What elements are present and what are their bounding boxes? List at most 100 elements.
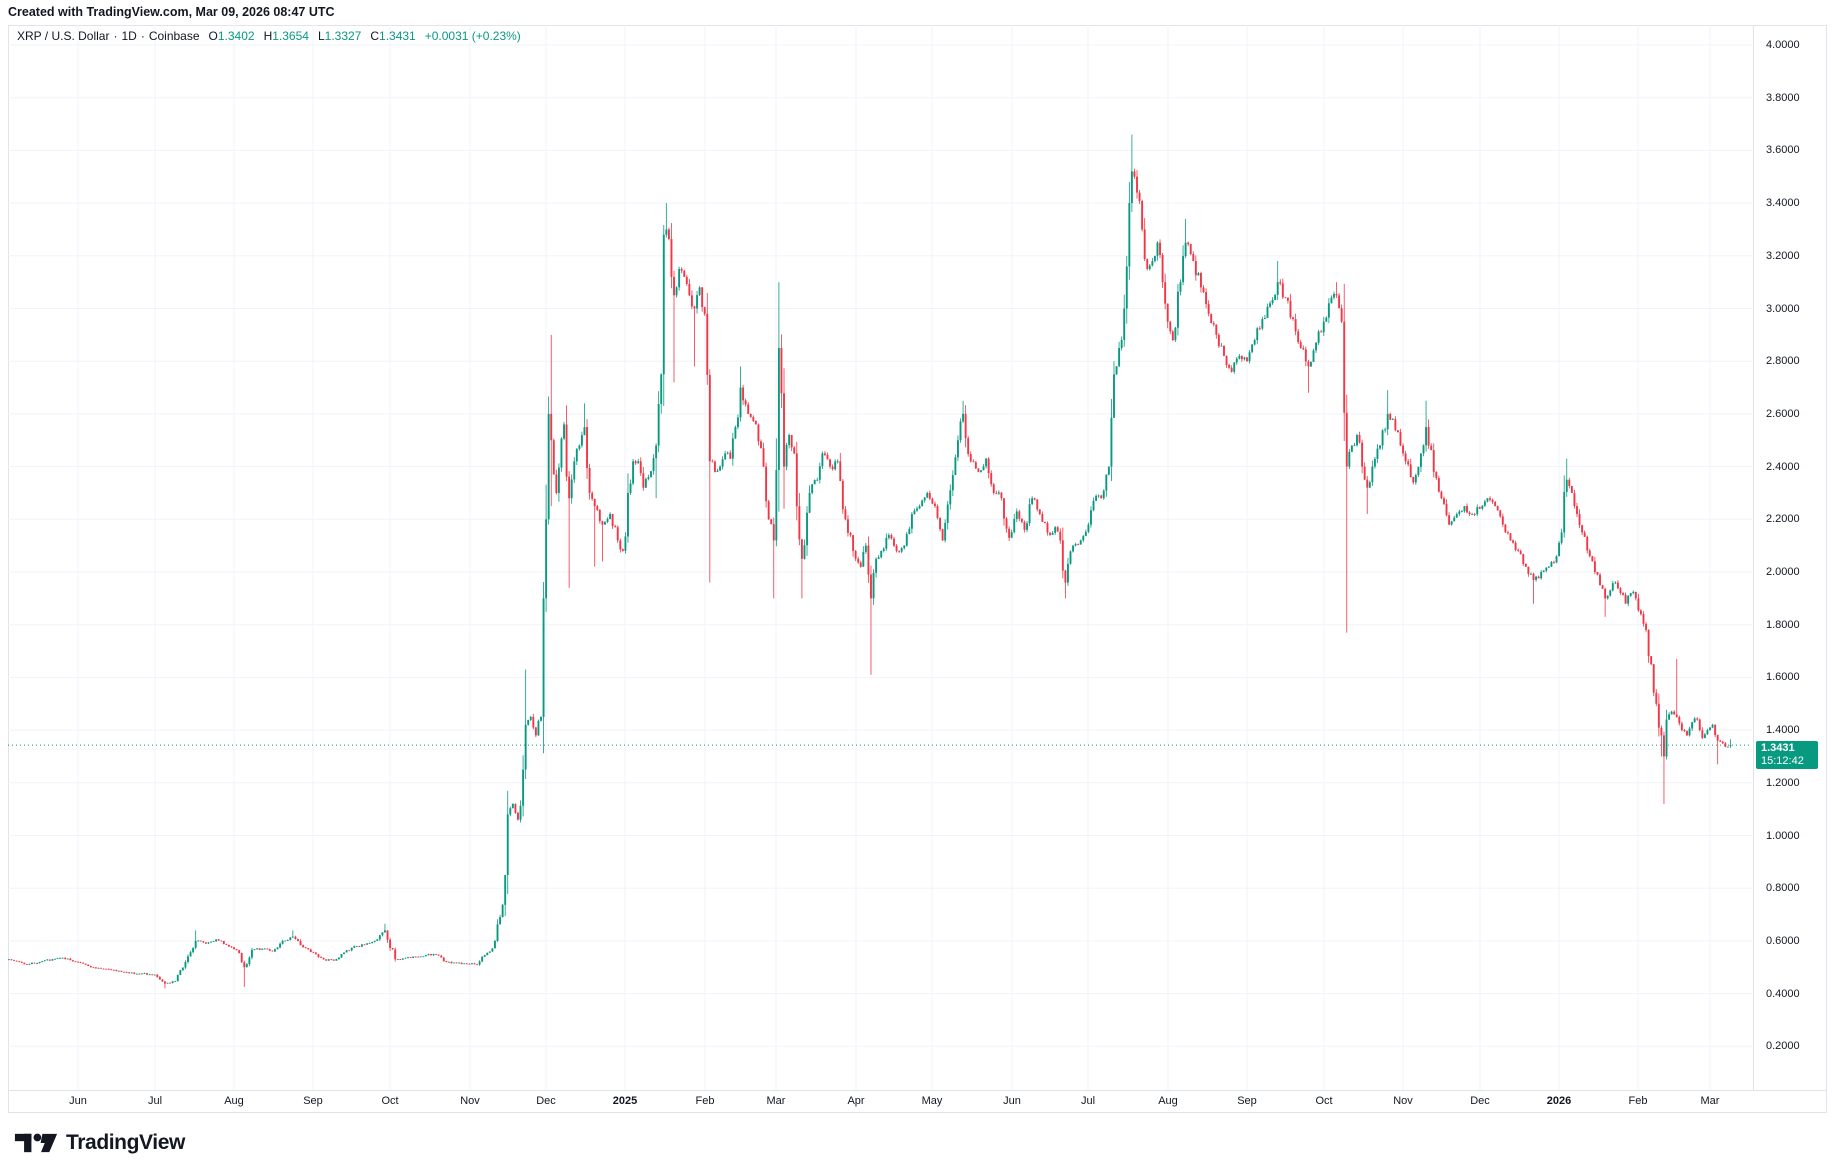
- candle-body: [1059, 531, 1062, 541]
- candle-body: [1420, 453, 1422, 467]
- candle-body: [1125, 266, 1128, 309]
- candle-body: [877, 557, 880, 559]
- candle-body: [1003, 498, 1005, 519]
- candle-body: [1425, 427, 1428, 446]
- candle-body: [931, 498, 934, 504]
- candle-body: [708, 374, 711, 462]
- horizontal-gridlines: [8, 44, 1752, 1047]
- candle-body: [1046, 523, 1049, 533]
- candle-body: [893, 538, 895, 546]
- candle-body: [547, 413, 550, 520]
- candle-body: [1146, 259, 1149, 269]
- candle-body: [1698, 719, 1701, 731]
- candle-body: [210, 941, 212, 943]
- symbol-title: XRP / U.S. Dollar: [17, 29, 110, 43]
- candle-body: [184, 961, 187, 968]
- candle-wick: [1346, 394, 1348, 633]
- tradingview-logo[interactable]: TradingView: [14, 1130, 185, 1156]
- candle-wick: [717, 468, 718, 472]
- candle-body: [670, 239, 673, 277]
- candle-body: [105, 968, 108, 970]
- candle-body: [1506, 532, 1509, 534]
- candle-body: [1225, 355, 1228, 366]
- candle-body: [1639, 610, 1642, 615]
- candle-wick: [384, 923, 386, 933]
- candle-body: [1077, 544, 1080, 545]
- candle-body: [281, 940, 284, 944]
- candle-body: [1202, 287, 1205, 293]
- candle-body: [821, 453, 824, 467]
- candle-body: [1028, 504, 1031, 524]
- candle-body: [946, 504, 949, 523]
- candle-body: [537, 720, 540, 736]
- candle-body: [754, 420, 757, 425]
- candle-body: [808, 492, 811, 513]
- candle-body: [1542, 570, 1545, 572]
- candle-body: [1696, 718, 1699, 720]
- candle-body: [1716, 735, 1719, 741]
- time-tick-label: Jun: [69, 1095, 87, 1107]
- candle-body: [179, 970, 182, 975]
- current-price-value: 1.3431: [1761, 742, 1795, 755]
- candle-body: [348, 950, 351, 952]
- candle-body: [798, 506, 801, 540]
- candle-body: [800, 539, 803, 559]
- close-label: C: [370, 29, 380, 43]
- candle-body: [580, 435, 583, 446]
- time-tick-label: Feb: [695, 1095, 715, 1107]
- time-tick-label: Aug: [1158, 1095, 1178, 1107]
- candle-body: [1665, 719, 1668, 757]
- candle-body: [1706, 730, 1709, 735]
- candle-body: [1018, 511, 1021, 519]
- candle-body: [496, 924, 499, 941]
- candle-body: [1535, 576, 1538, 580]
- candle-body: [148, 974, 151, 976]
- candle-body: [560, 438, 563, 468]
- time-tick-label: Nov: [460, 1095, 480, 1107]
- high-label: H: [263, 29, 273, 43]
- symbol-legend[interactable]: XRP / U.S. Dollar · 1D · Coinbase O1.3402 H1.3…: [17, 29, 521, 43]
- candle-body: [1010, 532, 1013, 538]
- candle-wick: [665, 203, 667, 238]
- price-tick-label: 2.0000: [1766, 566, 1800, 578]
- candle-body: [330, 959, 333, 961]
- candle-body: [1271, 300, 1274, 304]
- candle-body: [854, 550, 857, 559]
- candle-body: [1043, 521, 1046, 524]
- candle-body: [419, 956, 422, 958]
- candle-body: [327, 959, 330, 961]
- candle-body: [1680, 723, 1683, 731]
- candle-body: [225, 943, 228, 945]
- candle-body: [545, 519, 548, 599]
- candle-wick: [1661, 725, 1662, 757]
- candle-body: [447, 961, 450, 963]
- candle-wick: [144, 972, 145, 974]
- candle-body: [235, 949, 238, 951]
- candle-body: [463, 963, 466, 965]
- candle-body: [788, 434, 791, 446]
- candle-body: [481, 956, 484, 962]
- candle-wick: [169, 982, 171, 984]
- candle-body: [473, 963, 476, 965]
- candle-body: [1090, 510, 1092, 525]
- candle-body: [1123, 308, 1126, 341]
- candle-body: [675, 287, 678, 296]
- candle-body: [1148, 265, 1151, 269]
- candle-body: [1266, 306, 1269, 318]
- candle-body: [286, 940, 289, 941]
- candle-body: [233, 947, 235, 950]
- candle-body: [432, 953, 435, 956]
- candle-body: [430, 954, 432, 956]
- candle-body: [1082, 535, 1085, 541]
- candle-body: [1703, 734, 1706, 738]
- candle-body: [1361, 442, 1364, 467]
- candle-body: [1261, 319, 1264, 329]
- candle-body: [1340, 308, 1343, 322]
- candle-body: [1481, 505, 1484, 509]
- candle-body: [1404, 453, 1407, 462]
- candle-body: [1604, 588, 1607, 599]
- candle-body: [1192, 254, 1195, 262]
- candle-body: [1325, 317, 1328, 322]
- candle-body: [1230, 367, 1233, 372]
